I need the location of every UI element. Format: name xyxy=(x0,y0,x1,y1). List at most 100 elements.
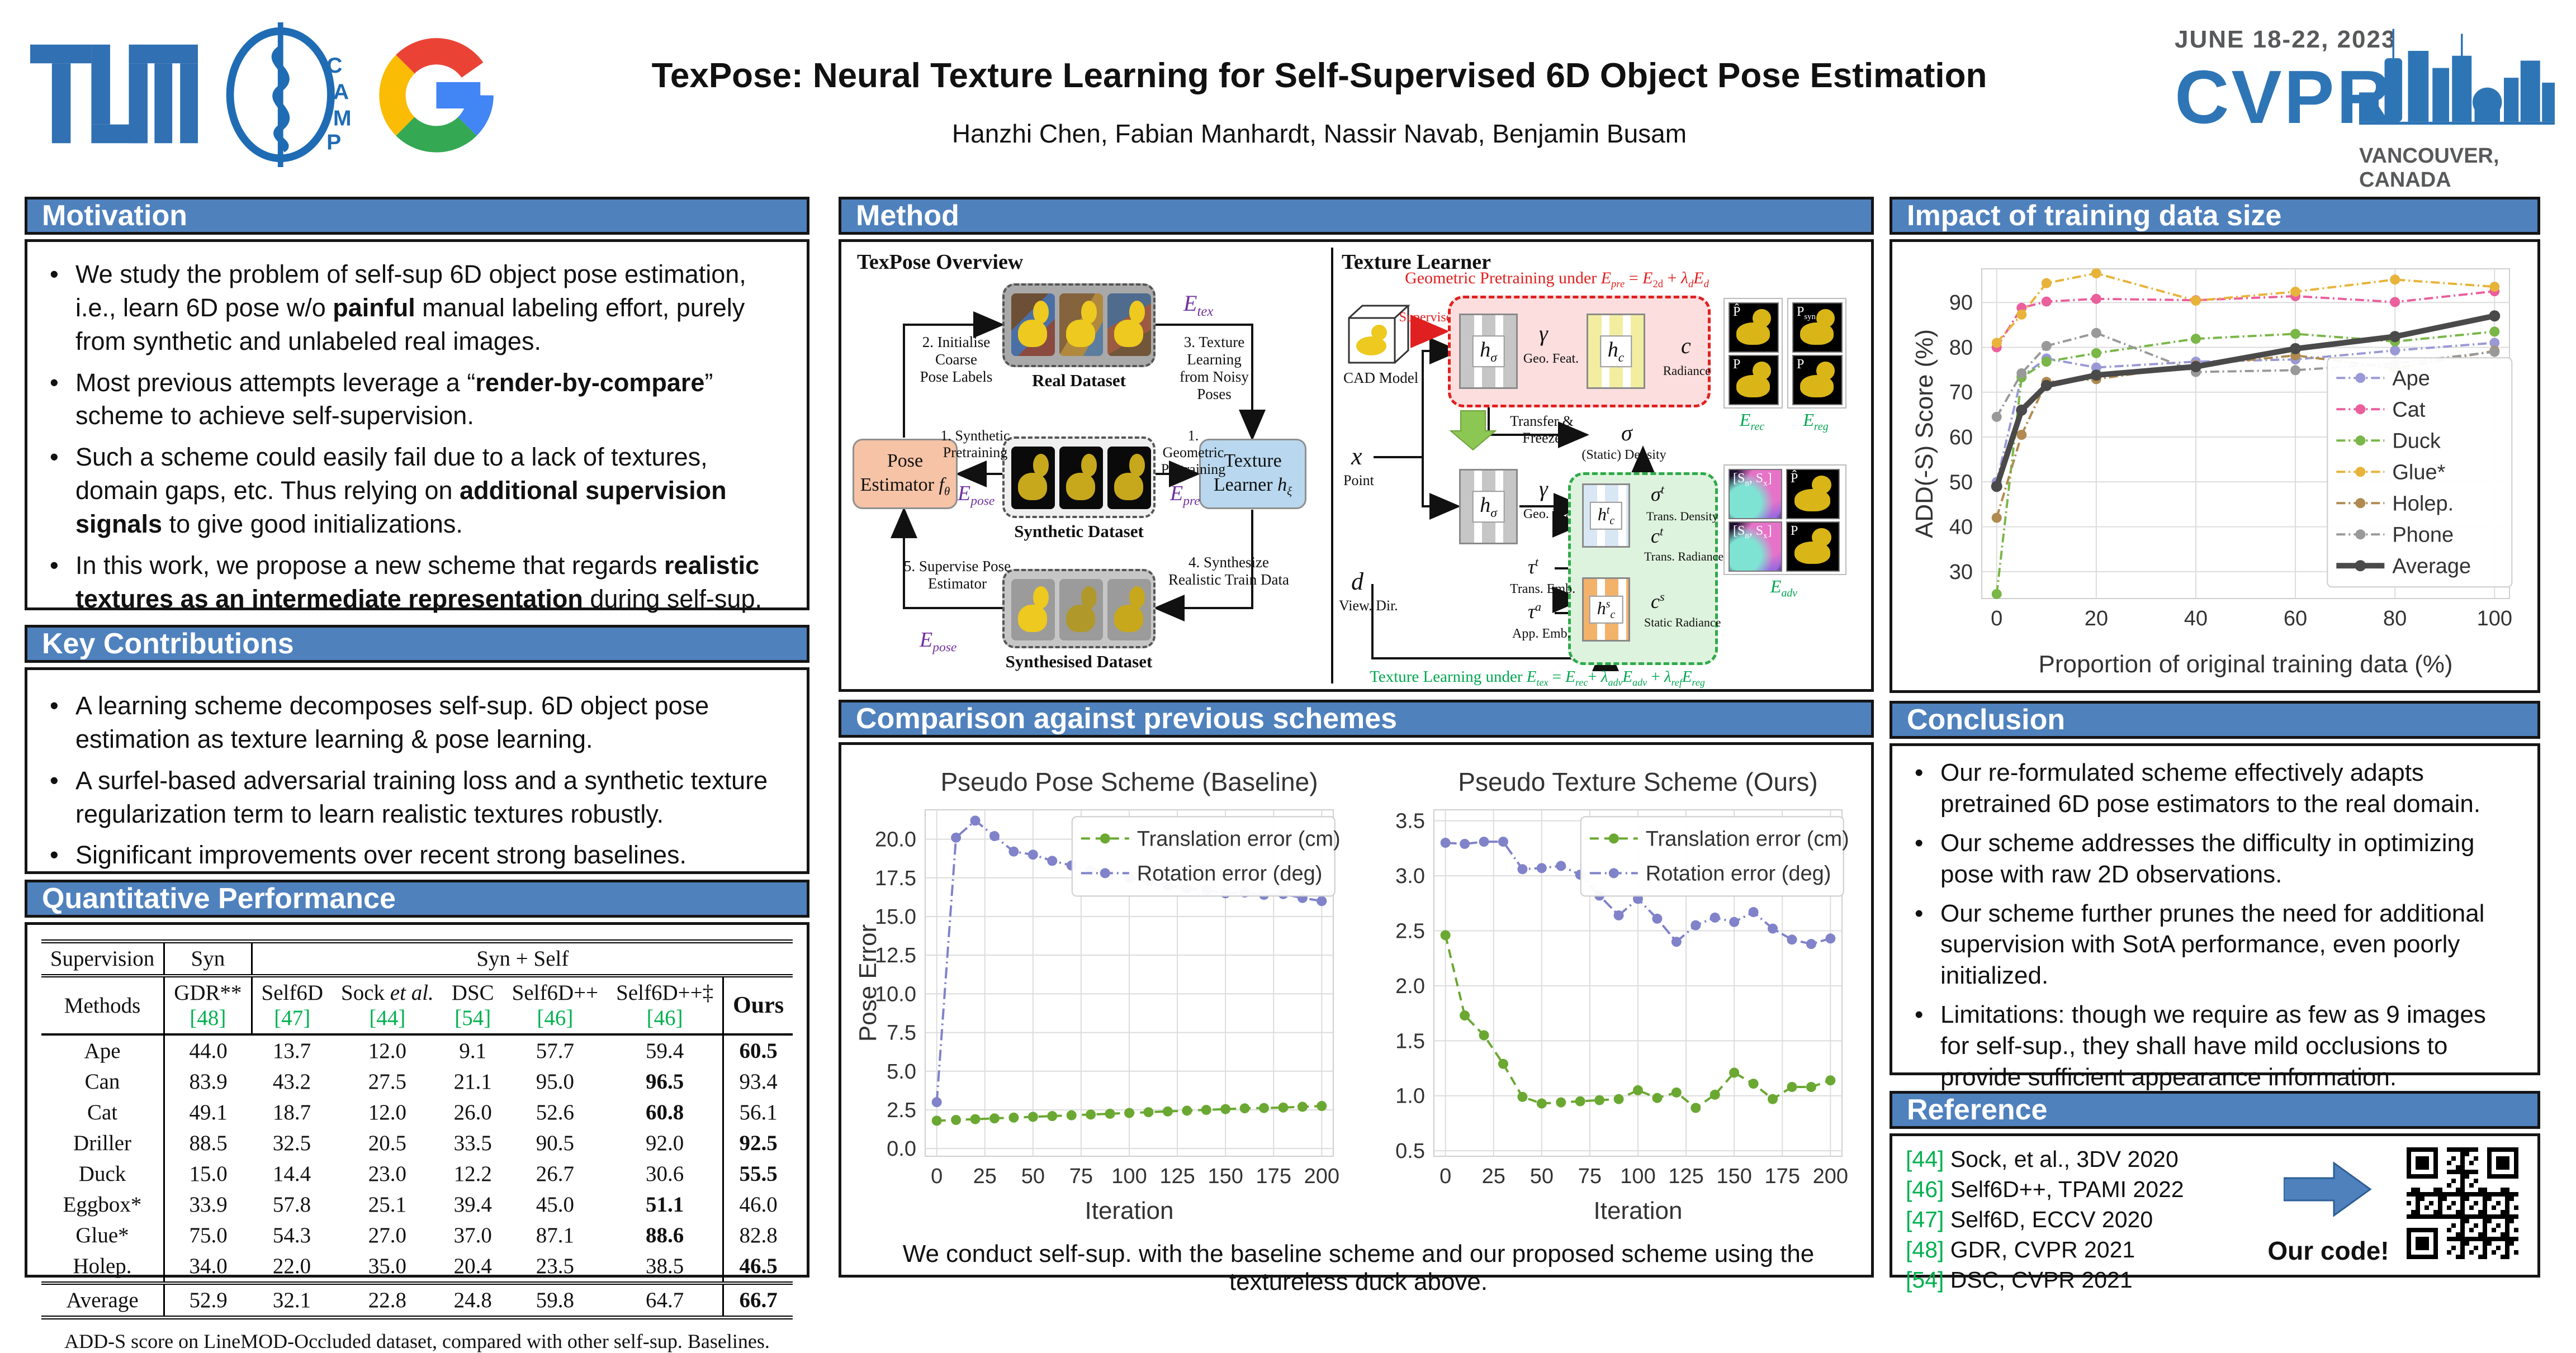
data-point xyxy=(1498,837,1508,847)
learner-title: Texture Learner xyxy=(1342,250,1491,274)
e-pose-label: Epose xyxy=(920,628,957,655)
e-reg-label: Ereg xyxy=(1803,410,1829,433)
data-point xyxy=(931,1115,942,1126)
table-cell: 52.9 xyxy=(163,1281,252,1318)
impact-title: Impact of training data size xyxy=(1907,200,2282,232)
data-point xyxy=(1517,1091,1528,1102)
data-point xyxy=(2016,368,2027,379)
poster-authors: Hanzhi Chen, Fabian Manhardt, Nassir Nav… xyxy=(951,119,1687,148)
duck-image xyxy=(1059,579,1103,640)
synthetic-dataset-box xyxy=(1002,436,1156,518)
quantitative-title: Quantitative Performance xyxy=(42,882,396,915)
quantitative-header: Quantitative Performance xyxy=(25,880,809,918)
table-cell: 51.1 xyxy=(646,1193,684,1217)
data-point xyxy=(2090,369,2102,381)
table-cell: 18.7 xyxy=(272,1100,311,1124)
data-point xyxy=(1259,1103,1270,1113)
x-tick-label: 200 xyxy=(1813,1165,1848,1188)
data-point xyxy=(1536,863,1547,873)
series-line xyxy=(1995,330,2495,595)
data-point xyxy=(2389,331,2401,343)
qr-code xyxy=(2407,1147,2527,1268)
supervise-label: Supervise xyxy=(1399,310,1452,325)
x-tick-label: 25 xyxy=(1482,1165,1505,1188)
data-point xyxy=(2091,293,2101,304)
y-axis-label: ADD(-S) Score (%) xyxy=(1911,329,1938,538)
y-tick-label: 60 xyxy=(1949,426,1973,449)
data-point xyxy=(2091,268,2101,279)
data-point xyxy=(1162,1106,1173,1117)
y-tick-label: 3.5 xyxy=(1395,810,1425,833)
data-point xyxy=(1652,913,1663,924)
data-point xyxy=(2290,286,2301,297)
table-cell: 93.4 xyxy=(722,1066,793,1097)
data-point xyxy=(1748,1079,1759,1089)
table-cell: 45.0 xyxy=(536,1193,575,1217)
duck-image xyxy=(1011,293,1055,356)
table-cell: 27.0 xyxy=(368,1223,407,1247)
reference-item: [54] DSC, CVPR 2021 xyxy=(1906,1267,2133,1293)
synthetic-dataset-label: Synthetic Dataset xyxy=(1014,521,1144,541)
data-point xyxy=(1556,1097,1566,1108)
table-row: Glue* 75.0 54.3 27.0 37.0 87.1 88.6 82.8 xyxy=(41,1220,793,1251)
reference-title: Reference xyxy=(1907,1094,2048,1126)
motivation-body: We study the problem of self-sup 6D obje… xyxy=(25,239,809,613)
data-point xyxy=(931,1097,942,1108)
table-cell: 26.7 xyxy=(536,1162,575,1186)
quantitative-body: Supervision Syn Syn + Self Methods GDR**… xyxy=(25,922,809,1352)
x-tick-label: 100 xyxy=(2477,607,2512,630)
c-t-symbol: ct xyxy=(1651,524,1664,547)
table-cell: 96.5 xyxy=(646,1070,684,1094)
table-cell: 21.1 xyxy=(453,1070,492,1094)
table-cell: 88.5 xyxy=(163,1128,252,1159)
data-point xyxy=(1690,1103,1701,1113)
table-cell: 87.1 xyxy=(536,1223,575,1247)
data-point xyxy=(1806,1082,1816,1092)
data-point xyxy=(2489,282,2500,292)
data-point xyxy=(1633,1085,1643,1095)
h-c-s-mlp: hsc xyxy=(1582,577,1630,642)
key-bullet: Significant improvements over recent str… xyxy=(44,838,788,872)
data-point xyxy=(1768,1094,1778,1104)
data-point xyxy=(1991,512,2002,523)
data-point xyxy=(1143,1107,1154,1118)
y-tick-label: 2.5 xyxy=(887,1099,916,1122)
table-cell: 37.0 xyxy=(453,1223,492,1247)
y-tick-label: 30 xyxy=(1949,561,1973,584)
table-row: Holep. 34.0 22.0 35.0 20.4 23.5 38.5 46.5 xyxy=(41,1251,793,1283)
data-point xyxy=(2091,327,2101,338)
data-point xyxy=(970,1114,981,1124)
d-symbol: d xyxy=(1351,568,1363,595)
chart-canvas: 0 20 40 60 80 100 30 40 50 60 70 80 90 Proportion of … xyxy=(1911,268,2513,678)
data-point xyxy=(1201,1104,1211,1115)
cvpr-name: CVPR xyxy=(2175,55,2394,139)
conclusion-bullet: Our scheme further prunes the need for a… xyxy=(1909,898,2518,992)
google-logo xyxy=(379,38,494,153)
y-tick-label: 90 xyxy=(1949,291,1973,315)
table-row: Driller 88.5 32.5 20.5 33.5 90.5 92.0 92.5 xyxy=(41,1128,793,1159)
table-cell: 24.8 xyxy=(442,1281,503,1318)
motivation-bullet: Such a scheme could easily fail due to a… xyxy=(44,440,788,541)
data-point xyxy=(2016,430,2027,440)
table-cell: 20.5 xyxy=(368,1131,407,1155)
data-point xyxy=(1278,1102,1289,1113)
table-cell: 34.0 xyxy=(163,1251,252,1283)
table-cell: 9.1 xyxy=(459,1039,487,1063)
data-point xyxy=(1479,837,1489,847)
svg-text:C: C xyxy=(326,53,342,78)
table-cell: 59.8 xyxy=(503,1281,608,1318)
table-cell: 59.4 xyxy=(646,1039,684,1063)
x-tick-label: 0 xyxy=(1439,1165,1451,1188)
reference-item: [46] Self6D++, TPAMI 2022 xyxy=(1906,1176,2184,1203)
table-cell: 46.5 xyxy=(722,1251,793,1283)
e-adv-label: Eadv xyxy=(1770,576,1798,600)
table-cell: 95.0 xyxy=(536,1070,575,1094)
table-cell: 14.4 xyxy=(272,1162,311,1186)
data-point xyxy=(1027,1112,1038,1122)
duck-image xyxy=(1107,293,1151,356)
table-cell: 82.8 xyxy=(722,1220,793,1251)
pose-estimator-box: Pose Estimator fθ xyxy=(853,439,958,509)
table-cell: 52.6 xyxy=(536,1100,575,1124)
data-point xyxy=(2041,357,2052,367)
